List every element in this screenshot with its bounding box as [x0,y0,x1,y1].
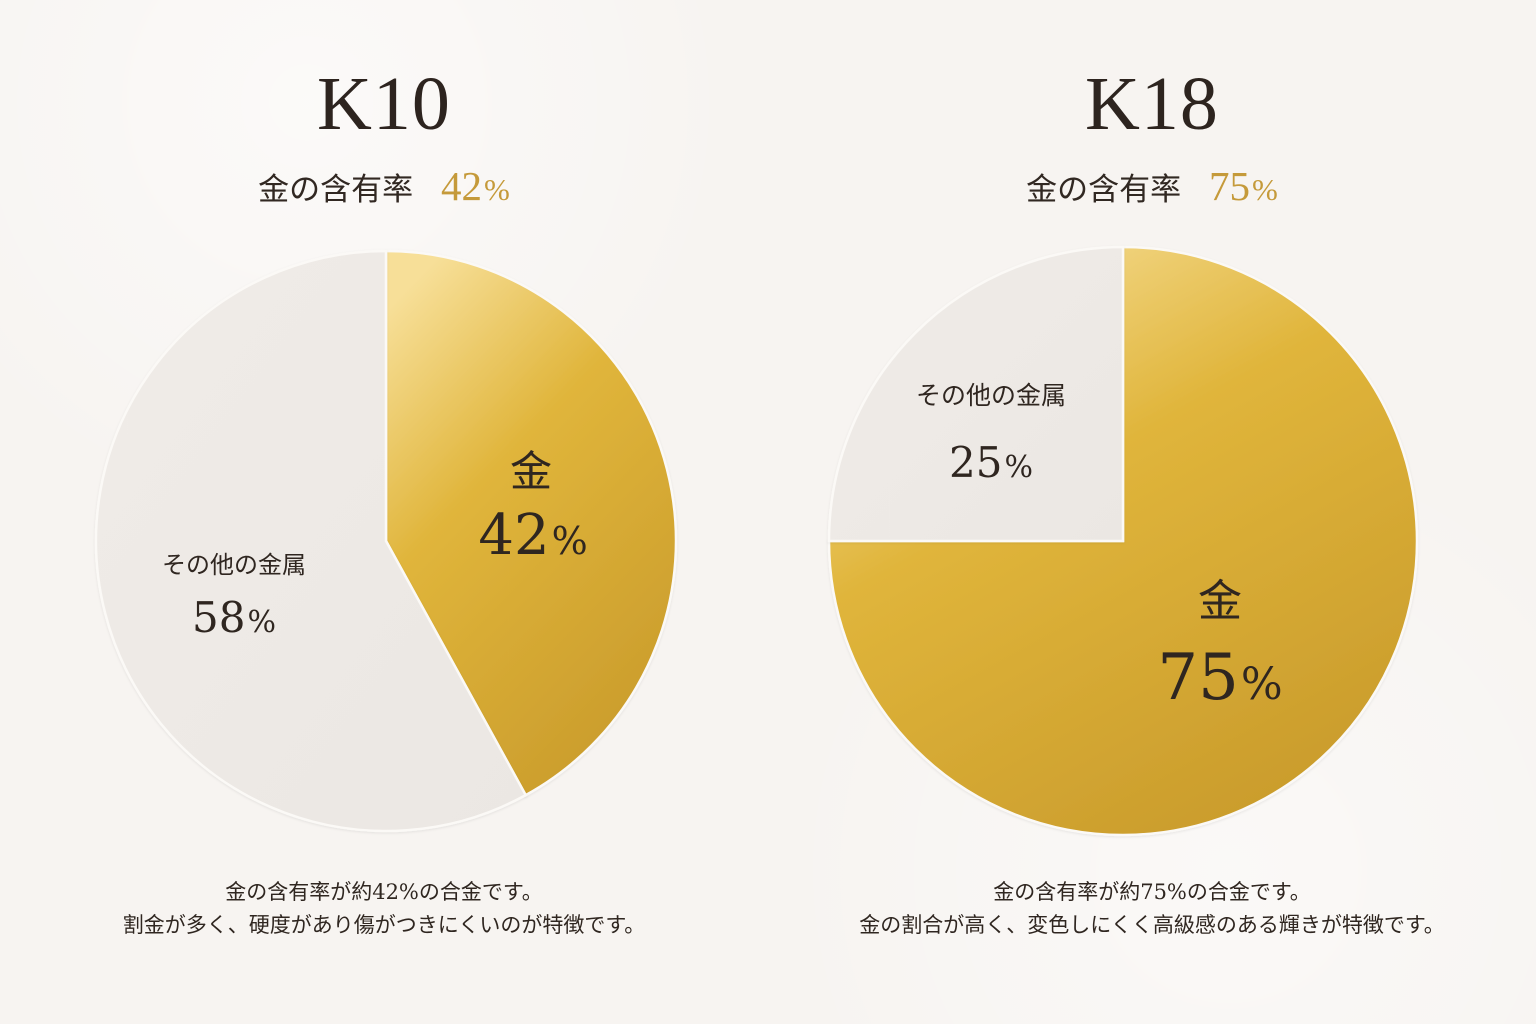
k10-description-line-1: 金の含有率が約42%の合金です。 [225,880,543,904]
k18-subtitle-number: 75 [1209,163,1251,209]
k10-panel: K10 金の含有率 42% 金 42% その他の金属 58% 金の含有率が約42%の合… [0,62,768,942]
k18-other-label: その他の金属 [916,381,1066,410]
k10-title: K10 [317,62,451,146]
k10-subtitle: 金の含有率 42% [0,163,768,209]
k18-subtitle: 金の含有率 75% [768,163,1536,209]
k10-description: 金の含有率が約42%の合金です。 割金が多く、硬度があり傷がつきにくいのが特徴で… [0,876,768,942]
k18-gold-percent: 75% [1157,641,1282,715]
k18-gold-label: 金 [1198,576,1242,627]
k10-gold-label: 金 [510,447,552,496]
k18-gold-slice [827,245,1419,837]
k10-other-slice [94,249,528,833]
k10-pie-chart: 金 42% その他の金属 58% [94,249,678,833]
k10-subtitle-number: 42 [441,163,483,209]
k10-gold-slice [384,249,678,797]
k18-title: K18 [1085,62,1219,146]
k18-panel: K18 金の含有率 75% その他の金属 25% 金 75% 金の含有率が約75%の合… [768,0,1536,1024]
k10-subtitle-unit: % [484,172,510,207]
k18-subtitle-label: 金の含有率 [1026,172,1182,208]
k10-other-label: その他の金属 [162,551,306,579]
k10-description-line-2: 割金が多く、硬度があり傷がつきにくいのが特徴です。 [122,912,646,937]
k18-pie-chart: その他の金属 25% 金 75% [827,245,1419,837]
k18-description: 金の含有率が約75%の合金です。 金の割合が高く、変色しにくく高級感のある輝きが… [768,876,1536,942]
k18-other-percent: 25% [949,438,1033,487]
k18-subtitle-value: 75% [1209,163,1278,209]
k18-other-slice [827,245,1125,543]
k10-subtitle-value: 42% [441,163,510,209]
k10-other-percent: 58% [192,593,276,642]
k18-subtitle-unit: % [1252,172,1278,207]
k10-subtitle-label: 金の含有率 [258,172,414,208]
k18-description-line-2: 金の割合が高く、変色しにくく高級感のある輝きが特徴です。 [859,912,1445,937]
k18-description-line-1: 金の含有率が約75%の合金です。 [993,880,1311,904]
k10-gold-percent: 42% [478,503,587,568]
